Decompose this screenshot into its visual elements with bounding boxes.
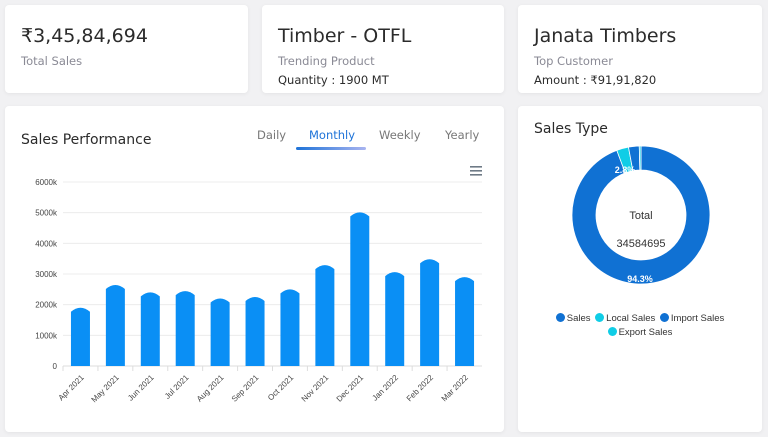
tab-daily[interactable]: Daily bbox=[257, 128, 287, 142]
x-tick-label: Mar 2022 bbox=[440, 373, 471, 404]
x-tick-label: Nov 2021 bbox=[300, 373, 331, 404]
y-tick-label: 2000k bbox=[35, 301, 58, 310]
bar bbox=[315, 265, 335, 366]
legend-item-import-sales[interactable]: Import Sales bbox=[659, 312, 725, 326]
y-tick-label: 1000k bbox=[35, 331, 58, 340]
bar bbox=[455, 277, 475, 366]
y-tick-label: 0 bbox=[53, 362, 58, 371]
trending-product-card: Timber - OTFL Trending Product Quantity … bbox=[262, 5, 504, 93]
data-label: 2.8% bbox=[615, 165, 636, 175]
bar bbox=[420, 259, 440, 366]
bar bbox=[70, 307, 90, 366]
active-tab-indicator bbox=[296, 147, 366, 150]
x-tick-label: Aug 2021 bbox=[195, 373, 226, 404]
x-tick-label: Oct 2021 bbox=[266, 373, 296, 403]
top-customer-amount: Amount : ₹91,91,820 bbox=[534, 73, 657, 87]
tab-yearly[interactable]: Yearly bbox=[445, 128, 480, 142]
bar bbox=[105, 285, 125, 366]
donut-center-label: Total bbox=[629, 210, 652, 222]
legend-item-sales[interactable]: Sales bbox=[555, 312, 591, 326]
sales-type-donut-chart: Total 34584695 94.3% 2.8% bbox=[571, 145, 711, 285]
total-sales-value: ₹3,45,84,694 bbox=[21, 25, 148, 47]
legend-dot bbox=[595, 313, 605, 322]
donut-center-value: 34584695 bbox=[617, 238, 666, 250]
sales-performance-card: Sales Performance Daily Monthly Weekly Y… bbox=[5, 106, 504, 432]
total-sales-card: ₹3,45,84,694 Total Sales bbox=[5, 5, 248, 93]
sales-performance-title: Sales Performance bbox=[21, 132, 152, 148]
hamburger-menu-icon[interactable] bbox=[470, 166, 482, 176]
legend-item-local-sales[interactable]: Local Sales bbox=[595, 312, 655, 326]
bar bbox=[210, 298, 230, 366]
tab-weekly[interactable]: Weekly bbox=[379, 128, 421, 142]
y-tick-label: 4000k bbox=[35, 239, 58, 248]
sales-type-legend: Sales Local Sales Import Sales Export Sa… bbox=[518, 312, 762, 340]
donut-slice bbox=[571, 145, 711, 285]
x-tick-label: Apr 2021 bbox=[57, 373, 87, 403]
x-tick-label: Jun 2021 bbox=[126, 373, 156, 403]
sales-type-card: Sales Type Total 34584695 94.3% 2.8% Sale… bbox=[518, 106, 762, 432]
bar bbox=[350, 212, 370, 366]
legend-dot bbox=[659, 313, 669, 322]
trending-product-quantity: Quantity : 1900 MT bbox=[278, 73, 389, 87]
legend-label: Sales bbox=[566, 313, 591, 324]
top-customer-value: Janata Timbers bbox=[534, 25, 677, 47]
legend-label: Import Sales bbox=[670, 313, 725, 324]
y-tick-label: 6000k bbox=[35, 178, 58, 187]
data-label: 94.3% bbox=[627, 274, 653, 284]
bar bbox=[175, 291, 195, 366]
x-tick-label: Feb 2022 bbox=[405, 373, 436, 404]
x-tick-label: May 2021 bbox=[90, 373, 122, 405]
y-tick-label: 5000k bbox=[35, 209, 58, 218]
x-tick-label: Dec 2021 bbox=[335, 373, 366, 404]
trending-product-label: Trending Product bbox=[278, 54, 375, 68]
sales-type-title: Sales Type bbox=[534, 121, 608, 137]
trending-product-value: Timber - OTFL bbox=[278, 25, 412, 47]
top-customer-label: Top Customer bbox=[534, 54, 613, 68]
bar bbox=[140, 292, 160, 366]
donut-slice bbox=[638, 145, 642, 171]
legend-label: Export Sales bbox=[618, 327, 673, 338]
legend-dot bbox=[607, 327, 617, 336]
y-tick-label: 3000k bbox=[35, 270, 58, 279]
bar bbox=[280, 289, 300, 366]
x-tick-label: Sep 2021 bbox=[230, 373, 261, 404]
total-sales-label: Total Sales bbox=[21, 54, 83, 68]
x-tick-label: Jan 2022 bbox=[370, 373, 400, 403]
tab-monthly[interactable]: Monthly bbox=[309, 128, 356, 142]
bar bbox=[385, 272, 405, 366]
top-customer-card: Janata Timbers Top Customer Amount : ₹91… bbox=[518, 5, 762, 93]
x-tick-label: Jul 2021 bbox=[163, 373, 191, 401]
legend-label: Local Sales bbox=[606, 313, 656, 324]
bar bbox=[245, 297, 265, 366]
legend-dot bbox=[555, 313, 565, 322]
legend-item-export-sales[interactable]: Export Sales bbox=[607, 326, 673, 340]
